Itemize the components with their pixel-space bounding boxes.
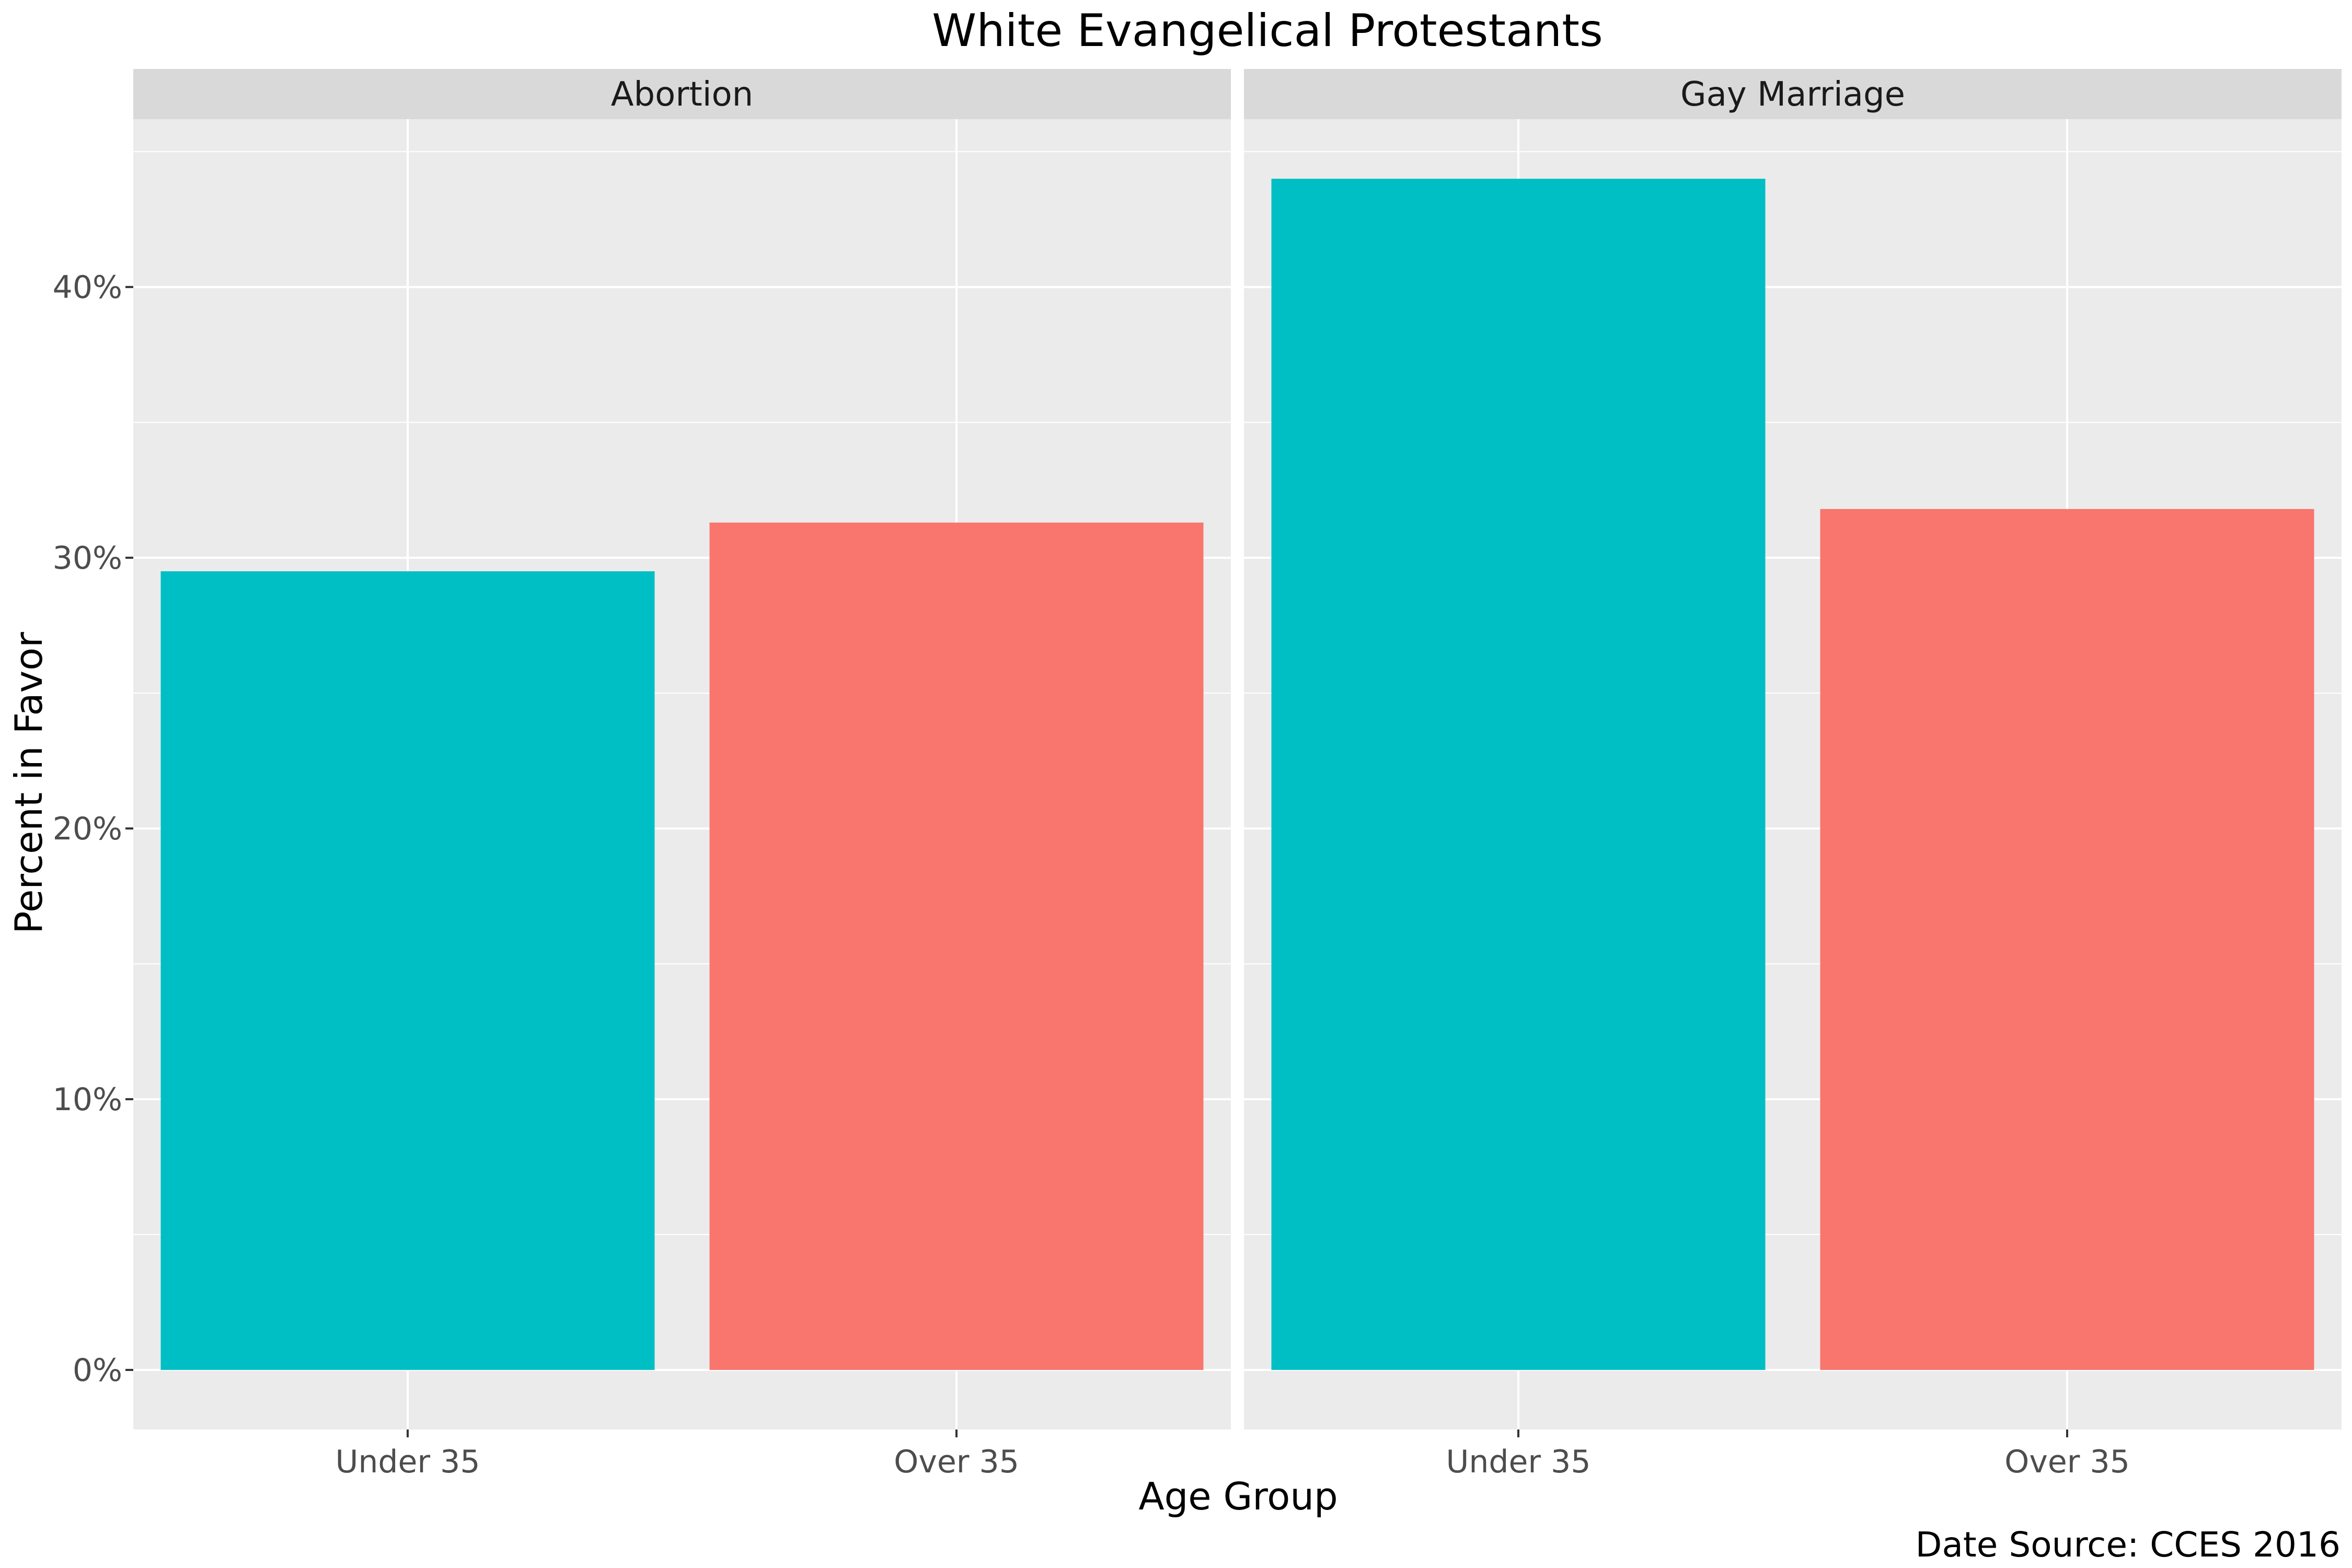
y-tick-label: 20% [53,811,122,847]
y-tick-label: 40% [53,269,122,306]
facet-strip-label: Abortion [611,75,753,114]
chart-title: White Evangelical Protestants [932,5,1603,57]
panel: Gay Marriage Under 35 Over 35 [1244,69,2342,1480]
y-tick-label: 30% [53,540,122,577]
x-tick-label: Over 35 [2004,1444,2130,1480]
facet-strip-label: Gay Marriage [1680,75,1905,114]
y-axis: 0% 10% 20% 30% 40% [53,269,133,1389]
x-tick-label: Under 35 [1446,1444,1590,1480]
bar [1271,178,1766,1370]
panel: Abortion Under 35 Over 35 [133,69,1231,1480]
y-tick-label: 0% [73,1352,122,1389]
panels-layer: Abortion Under 35 Over 35 Gay Marriage Under… [133,69,2342,1480]
facet-strip [1244,69,2342,119]
bar [1820,509,2314,1370]
x-tick-label: Under 35 [335,1444,480,1480]
bar [709,522,1204,1370]
y-tick-label: 10% [53,1081,122,1118]
facet-strip [133,69,1231,119]
x-tick-label: Over 35 [894,1444,1019,1480]
y-axis-title: Percent in Favor [7,632,51,934]
data-source-caption: Date Source: CCES 2016 [1916,1525,2341,1565]
x-axis-title: Age Group [1138,1474,1338,1518]
bar [160,571,655,1370]
